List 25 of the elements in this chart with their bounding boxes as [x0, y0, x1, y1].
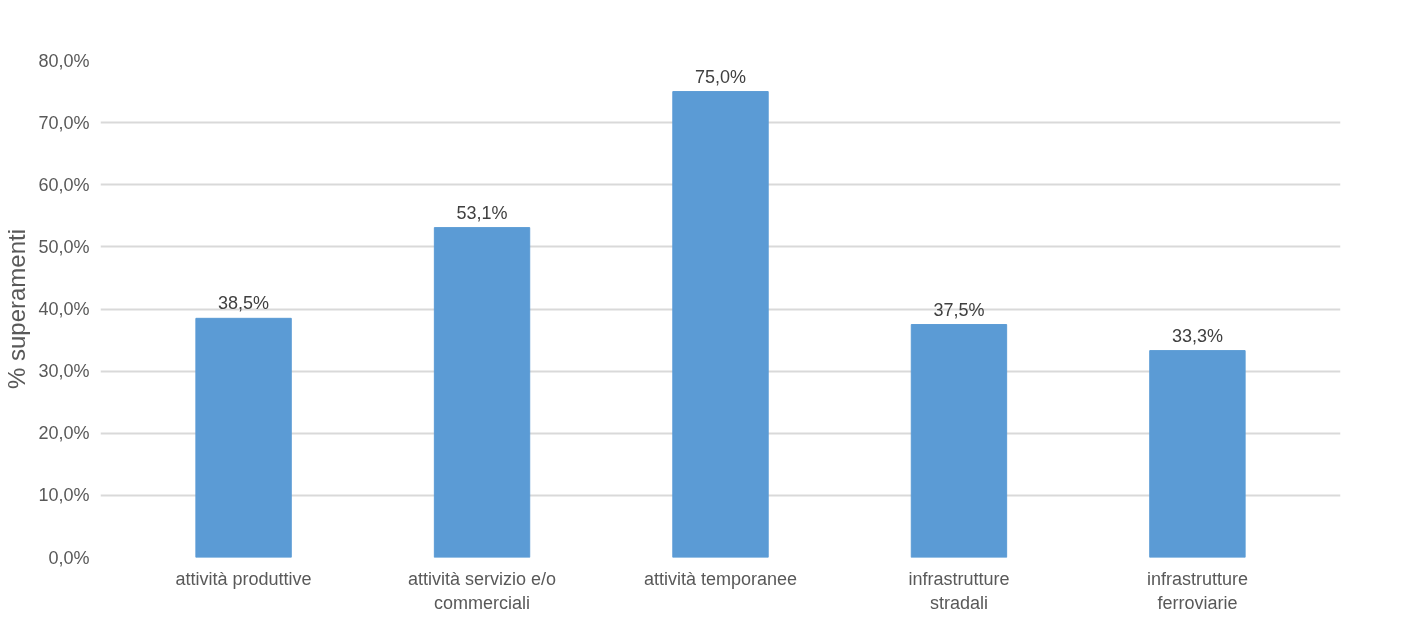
y-tick-label: 80,0%	[38, 50, 90, 71]
bar	[195, 317, 292, 558]
x-tick-label: attività produttive	[175, 568, 312, 589]
data-label: 53,1%	[456, 202, 508, 223]
data-label: 38,5%	[218, 293, 270, 314]
data-label: 37,5%	[933, 299, 985, 320]
data-label: 75,0%	[694, 66, 747, 87]
x-tick-label: attività temporanee	[643, 568, 798, 589]
x-tick-label: infrastrutture stradali	[908, 568, 1010, 613]
bar	[1149, 350, 1246, 558]
y-tick-label: 70,0%	[38, 112, 90, 133]
y-tick-label: 60,0%	[38, 174, 90, 195]
y-tick-label: 50,0%	[38, 236, 90, 257]
y-tick-label: 0,0%	[48, 547, 90, 568]
x-tick-label: infrastrutture ferroviarie	[1146, 568, 1248, 613]
data-label: 33,3%	[1171, 325, 1223, 346]
y-tick-label: 20,0%	[38, 423, 90, 444]
bar	[910, 324, 1008, 558]
y-tick-label: 40,0%	[38, 299, 90, 319]
x-tick-label: attività servizio e/o commerciali	[408, 568, 557, 613]
y-axis-title: % superamenti	[3, 228, 31, 390]
bar	[672, 91, 769, 558]
y-tick-label: 10,0%	[38, 485, 90, 506]
bar	[433, 227, 531, 558]
y-tick-label: 30,0%	[38, 361, 90, 382]
